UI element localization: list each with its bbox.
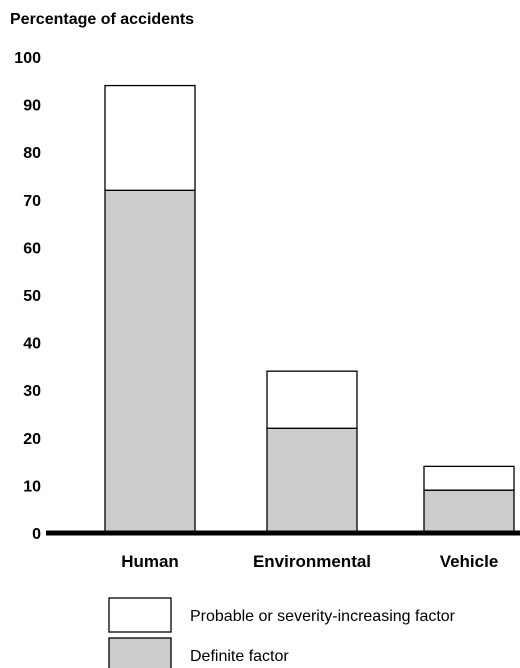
y-tick-label: 80: [23, 145, 41, 162]
x-tick-label: Vehicle: [440, 552, 499, 571]
bar-vehicle-probable: [423, 465, 515, 491]
legend-swatch: [108, 637, 172, 668]
legend: Probable or severity-increasing factor De…: [108, 597, 456, 668]
bar-environmental-definite: [266, 427, 358, 534]
y-tick-label: 0: [32, 526, 41, 543]
y-tick-label: 50: [23, 288, 41, 305]
x-tick-labels: Human Environmental Vehicle: [121, 552, 498, 571]
bar-human-probable: [104, 84, 196, 191]
y-tick-label: 20: [23, 431, 41, 448]
y-axis-label: Percentage of accidents: [10, 11, 194, 28]
y-tick-labels: 0 10 20 30 40 50 60 70 80 90 100: [14, 50, 41, 543]
y-tick-label: 40: [23, 336, 41, 353]
legend-label: Probable or severity-increasing factor: [190, 608, 456, 625]
y-tick-label: 90: [23, 98, 41, 115]
x-tick-label: Human: [121, 552, 179, 571]
y-tick-label: 100: [14, 50, 41, 67]
bar-vehicle-definite: [423, 489, 515, 534]
y-tick-label: 60: [23, 240, 41, 257]
bar-human-definite: [104, 189, 196, 534]
bar-environmental-probable: [266, 370, 358, 429]
y-tick-label: 30: [23, 383, 41, 400]
y-tick-label: 10: [23, 478, 41, 495]
x-tick-label: Environmental: [253, 552, 371, 571]
y-tick-label: 70: [23, 193, 41, 210]
bars: [104, 84, 515, 534]
legend-label: Definite factor: [190, 648, 289, 665]
legend-swatch: [108, 597, 172, 633]
